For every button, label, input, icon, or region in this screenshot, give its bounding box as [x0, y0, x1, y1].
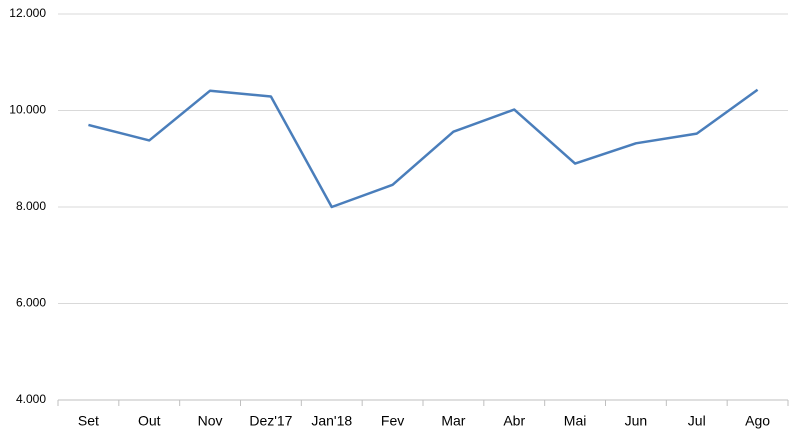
y-tick-label: 6.000 — [16, 296, 46, 310]
x-tick-label: Set — [78, 413, 99, 429]
y-tick-label: 10.000 — [9, 103, 46, 117]
x-tick-label: Jan'18 — [311, 413, 352, 429]
x-tick-label: Jul — [688, 413, 706, 429]
x-tick-label: Nov — [198, 413, 223, 429]
x-tick-label: Jun — [625, 413, 648, 429]
x-tick-label: Fev — [381, 413, 404, 429]
x-tick-label: Abr — [503, 413, 525, 429]
x-tick-label: Dez'17 — [249, 413, 292, 429]
x-tick-label: Ago — [745, 413, 770, 429]
y-tick-label: 4.000 — [16, 392, 46, 406]
y-tick-label: 12.000 — [9, 6, 46, 20]
x-tick-label: Mar — [441, 413, 465, 429]
x-tick-label: Mai — [564, 413, 587, 429]
line-series — [88, 88, 759, 209]
y-tick-label: 8.000 — [16, 199, 46, 213]
x-tick-label: Out — [138, 413, 161, 429]
